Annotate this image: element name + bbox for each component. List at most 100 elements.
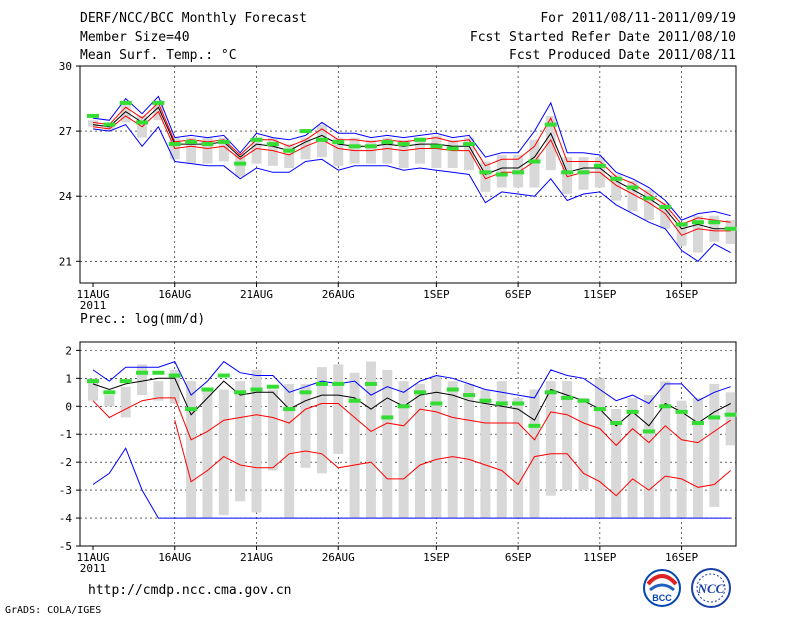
prec-median-mark [397, 404, 410, 409]
prec-box [300, 383, 311, 468]
prec-box [169, 369, 180, 404]
prec-median-mark [675, 409, 688, 414]
chart-title: DERF/NCC/BCC Monthly Forecast [80, 11, 307, 26]
prec-box [235, 381, 246, 502]
prec-median-mark [659, 404, 672, 409]
temp-box [480, 161, 491, 192]
temp-median-mark [446, 146, 459, 151]
temp-median-mark [234, 161, 247, 166]
temp-plot-frame [79, 65, 737, 284]
prec-median-mark [250, 387, 263, 392]
temp-box [284, 144, 295, 168]
prec-median-mark [577, 398, 590, 403]
temp-box [333, 137, 344, 166]
prec-ytick-label: -5 [59, 540, 72, 553]
prec-ytick-label: 1 [65, 372, 72, 385]
temp-median-mark [364, 144, 377, 149]
prec-ytick-label: 2 [65, 344, 72, 357]
temp-box [496, 154, 507, 188]
precip-variable-label: Prec.: log(mm/d) [80, 312, 206, 327]
temp-spread-hi-line [92, 102, 731, 225]
prec-ytick-label: -1 [59, 428, 72, 441]
temp-median-mark [463, 142, 476, 147]
prec-box [676, 400, 687, 519]
temp-xtick-label: 21AUG [240, 288, 273, 301]
prec-year-label: 2011 [80, 562, 107, 575]
temp-box [447, 139, 458, 168]
prec-median-mark [332, 381, 345, 386]
prec-median-mark [201, 387, 214, 392]
temp-box [415, 137, 425, 164]
temp-median-mark [577, 170, 590, 175]
temp-box [431, 135, 442, 168]
temp-box [153, 100, 164, 121]
forecast-started-date: Fcst Started Refer Date 2011/08/10 [469, 30, 736, 45]
prec-median-mark [217, 373, 230, 378]
temp-median-mark [332, 139, 345, 144]
prec-box [643, 395, 654, 519]
prec-ytick-label: -4 [59, 512, 73, 525]
temp-median-mark [610, 176, 623, 181]
temp-box [251, 137, 262, 164]
source-url[interactable]: http://cmdp.ncc.cma.gov.cn [88, 583, 292, 598]
prec-plot-frame [79, 341, 737, 547]
temp-xtick-label: 11SEP [583, 288, 616, 301]
temp-median-mark [675, 222, 688, 227]
prec-box [104, 395, 115, 407]
temp-box [643, 189, 654, 221]
temp-median-mark [659, 205, 672, 210]
prec-median-mark [479, 398, 492, 403]
prec-xtick-label: 21AUG [240, 551, 273, 564]
forecast-period: For 2011/08/11-2011/09/19 [540, 11, 736, 26]
temp-xtick-label: 16AUG [158, 288, 191, 301]
temp-median-mark [479, 170, 492, 175]
temp-median-mark [201, 142, 214, 147]
prec-median-mark [691, 421, 704, 426]
prec-median-mark [136, 370, 149, 375]
prec-median-mark [495, 401, 508, 406]
temp-median-mark [152, 100, 165, 105]
temp-box [365, 139, 376, 164]
prec-box [349, 372, 360, 519]
temp-median-mark [691, 220, 704, 225]
prec-min-line [92, 447, 731, 519]
temp-box [676, 222, 687, 247]
prec-box [398, 381, 409, 519]
temp-box [627, 181, 638, 212]
prec-median-mark [593, 407, 606, 412]
temp-median-mark [626, 185, 639, 190]
temp-box [202, 137, 213, 164]
temp-ytick-label: 27 [59, 125, 72, 138]
prec-box [594, 378, 605, 519]
prec-box [513, 397, 524, 519]
temp-box [120, 102, 131, 123]
prec-box [447, 381, 458, 519]
prec-median-mark [446, 387, 459, 392]
prec-box [365, 361, 376, 519]
prec-box [153, 381, 164, 401]
temp-box [88, 120, 98, 127]
prec-xtick-label: 11SEP [583, 551, 616, 564]
temp-median-mark [283, 148, 296, 153]
prec-box [464, 383, 475, 519]
prec-xtick-label: 16AUG [158, 551, 191, 564]
temp-median-mark [528, 159, 541, 164]
grads-credit: GrADS: COLA/IGES [5, 605, 102, 616]
prec-box [382, 369, 393, 519]
prec-median-mark [364, 381, 377, 386]
prec-box [529, 389, 540, 519]
prec-median-mark [610, 421, 623, 426]
prec-median-mark [430, 401, 443, 406]
prec-box [186, 381, 197, 519]
temp-box [300, 137, 311, 160]
temp-median-mark [414, 137, 426, 142]
temp-median-mark [397, 142, 410, 147]
temp-ytick-label: 24 [59, 190, 73, 203]
prec-xtick-label: 16SEP [665, 551, 698, 564]
temp-median-mark [381, 139, 394, 144]
prec-box [611, 409, 622, 519]
temp-median-mark [217, 139, 230, 144]
prec-ytick-label: 0 [65, 400, 72, 413]
variable-label: Mean Surf. Temp.: °C [80, 48, 237, 63]
prec-median-mark [544, 390, 557, 395]
